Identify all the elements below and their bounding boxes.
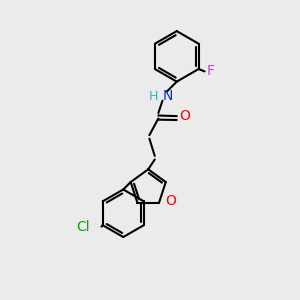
- Text: O: O: [180, 109, 190, 123]
- Text: Cl: Cl: [76, 220, 90, 234]
- Text: H: H: [149, 90, 158, 103]
- Text: F: F: [207, 64, 215, 78]
- Text: O: O: [166, 194, 176, 208]
- Text: N: N: [163, 89, 173, 103]
